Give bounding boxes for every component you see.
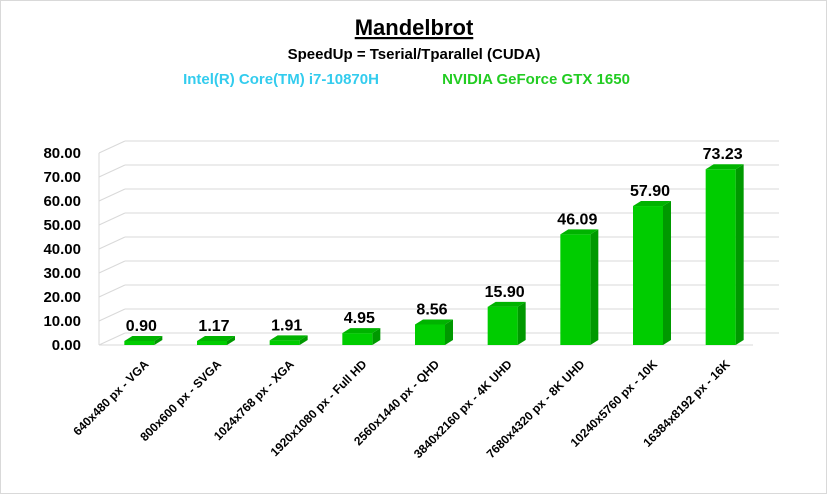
chart-title: Mandelbrot [355, 15, 474, 40]
y-tick-label: 80.00 [43, 145, 81, 162]
gridline-slant [98, 308, 126, 322]
bar-front [197, 341, 227, 345]
data-label: 1.91 [271, 317, 302, 334]
bar-side [154, 336, 163, 345]
bar-front [633, 206, 663, 345]
bar [197, 336, 235, 345]
bar-top [415, 319, 453, 325]
y-tick-label: 60.00 [43, 193, 81, 210]
data-label: 1.17 [198, 318, 229, 335]
data-label: 73.23 [703, 146, 743, 163]
bar [269, 335, 308, 345]
bar-top [705, 164, 744, 170]
y-tick-label: 10.00 [43, 313, 81, 330]
data-label: 0.90 [126, 318, 157, 335]
gridline-slant [98, 284, 126, 298]
bar-side [735, 164, 744, 345]
bar-front [487, 306, 518, 345]
bar-side [517, 301, 526, 345]
bar [342, 328, 381, 345]
bar [705, 164, 744, 345]
y-tick-label: 50.00 [43, 217, 81, 234]
bar-front [124, 341, 155, 345]
bars [124, 164, 744, 345]
bar-front [415, 324, 445, 345]
bar-side [227, 336, 235, 345]
bar-top [197, 336, 235, 341]
y-tick-label: 0.00 [52, 337, 81, 354]
gridline-slant [98, 332, 126, 346]
bar [560, 229, 599, 345]
x-tick-label: 640x480 px - VGA [70, 357, 151, 438]
y-tick-label: 30.00 [43, 265, 81, 282]
gridline-slant [98, 236, 126, 250]
y-tick-label: 70.00 [43, 169, 81, 186]
bar [487, 301, 526, 345]
data-label: 46.09 [557, 211, 597, 228]
gpu-label: NVIDIA GeForce GTX 1650 [442, 71, 630, 88]
data-label: 57.90 [630, 183, 670, 200]
data-label: 15.90 [485, 284, 525, 301]
gridline-slant [98, 140, 126, 154]
gridline-slant [98, 188, 126, 202]
bar-side [372, 328, 381, 345]
gridline-slant [98, 164, 126, 178]
y-tick-label: 40.00 [43, 241, 81, 258]
data-label: 8.56 [416, 301, 447, 318]
chart-subtitle: SpeedUp = Tserial/Tparallel (CUDA) [288, 46, 541, 63]
data-labels: 0.90 1.17 1.91 4.95 8.56 15.90 46.09 57.90 73.23 [126, 146, 743, 335]
bar-front [705, 169, 736, 345]
bar-side [299, 335, 308, 345]
cpu-label: Intel(R) Core(TM) i7-10870H [183, 71, 379, 88]
bar-front [269, 340, 300, 345]
bar [124, 336, 163, 345]
x-tick-label: 1024x768 px - XGA [211, 357, 297, 443]
x-tick-label: 800x600 px - SVGA [137, 357, 224, 444]
gridline-slant [98, 260, 126, 274]
y-tick-labels: 0.00 10.00 20.00 30.00 40.00 50.00 60.00 70.00 8… [43, 145, 81, 354]
gridline-slant [98, 212, 126, 226]
bar-front [560, 234, 591, 345]
bar-side [445, 319, 453, 345]
bar-front [342, 333, 373, 345]
bar-top [560, 229, 599, 235]
bar-top [487, 301, 526, 307]
bar-top [342, 328, 381, 334]
bar [633, 201, 671, 345]
bar-top [633, 201, 671, 207]
y-tick-label: 20.00 [43, 289, 81, 306]
bar-side [590, 229, 599, 345]
bar-top [269, 335, 308, 341]
bar [415, 319, 453, 345]
bar-top [124, 336, 163, 341]
data-label: 4.95 [344, 310, 375, 327]
bar-side [663, 201, 671, 345]
